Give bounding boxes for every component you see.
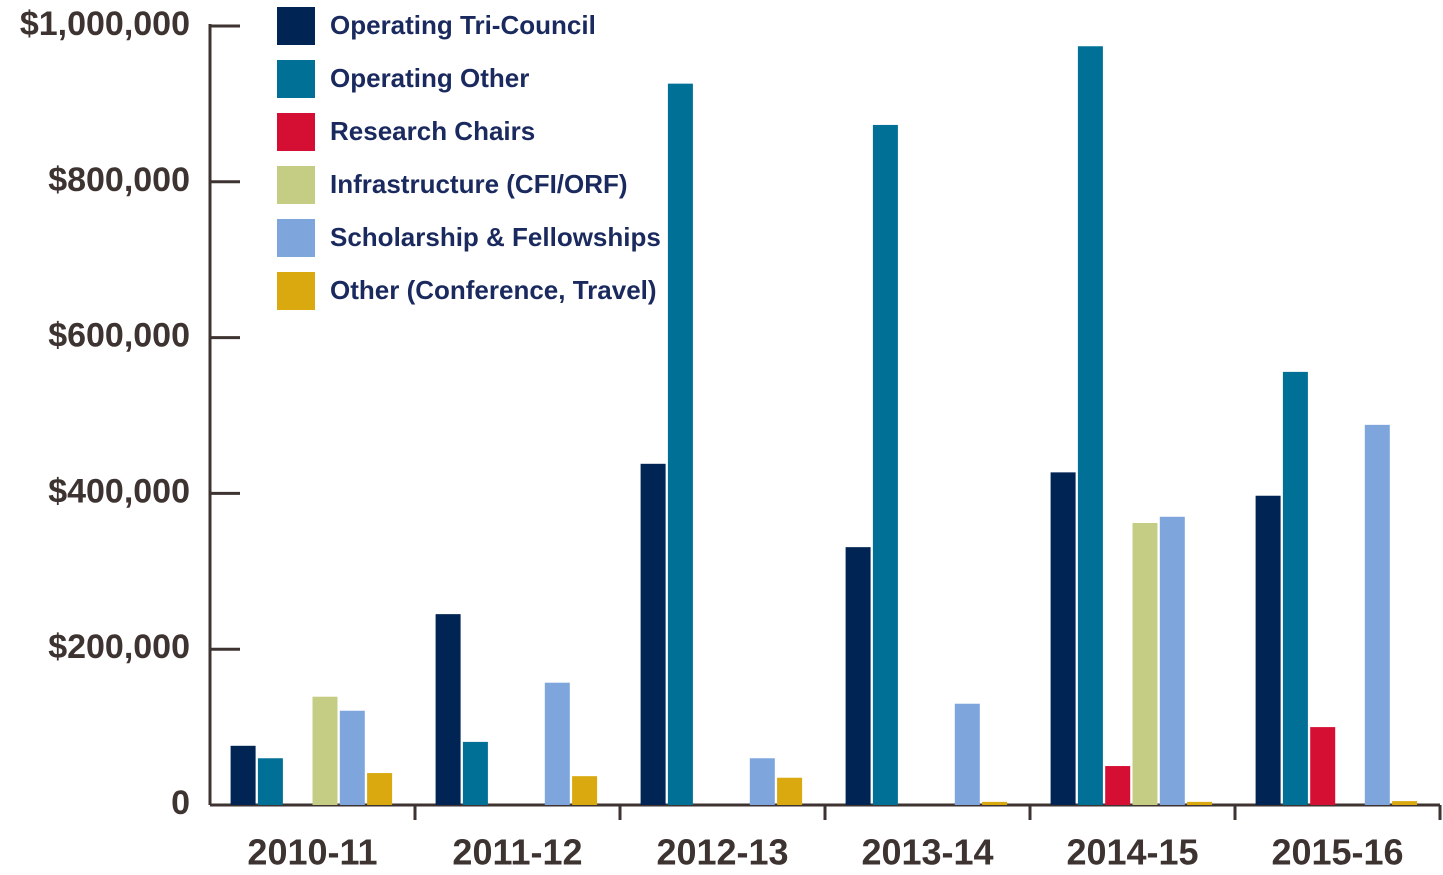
legend-swatch	[277, 219, 315, 257]
bar	[1159, 516, 1185, 805]
y-tick-label: $800,000	[48, 161, 190, 199]
bar	[982, 801, 1008, 805]
bar	[1050, 472, 1076, 805]
legend-swatch	[277, 113, 315, 151]
bar	[749, 758, 775, 805]
legend-label: Research Chairs	[330, 116, 535, 146]
legend-swatch	[277, 7, 315, 45]
x-tick-label: 2015-16	[1271, 832, 1403, 873]
legend-label: Infrastructure (CFI/ORF)	[330, 169, 628, 199]
bar	[845, 547, 871, 805]
bar	[1187, 801, 1213, 805]
legend-label: Other (Conference, Travel)	[330, 275, 657, 305]
bar	[1077, 46, 1103, 805]
bar	[1255, 495, 1281, 805]
bar	[1364, 424, 1390, 805]
y-tick-label: 0	[171, 784, 190, 822]
y-tick-label: $400,000	[48, 472, 190, 510]
x-tick-label: 2011-12	[452, 832, 582, 873]
bar	[572, 776, 598, 805]
bar	[544, 682, 570, 805]
x-tick-label: 2012-13	[656, 832, 788, 873]
bar	[462, 741, 488, 805]
bar	[777, 777, 803, 805]
y-tick-label: $1,000,000	[20, 5, 190, 43]
bar	[1132, 523, 1158, 805]
x-tick-label: 2013-14	[861, 832, 993, 873]
bar	[312, 696, 338, 805]
bar	[230, 745, 256, 805]
y-tick-label: $200,000	[48, 628, 190, 666]
x-tick-label: 2014-15	[1066, 832, 1198, 873]
bar	[667, 83, 693, 805]
bar	[339, 710, 365, 805]
bar	[872, 124, 898, 806]
legend-label: Operating Other	[330, 63, 529, 93]
bar	[1392, 801, 1418, 805]
legend-label: Scholarship & Fellowships	[330, 222, 661, 252]
bar	[257, 758, 283, 805]
bar	[954, 703, 980, 805]
bar	[1310, 727, 1336, 805]
legend-swatch	[277, 60, 315, 98]
legend-swatch	[277, 166, 315, 204]
bar	[367, 773, 393, 805]
bar	[1282, 371, 1308, 805]
y-tick-label: $600,000	[48, 317, 190, 355]
bar	[1105, 766, 1131, 805]
x-tick-label: 2010-11	[247, 832, 377, 873]
bar	[640, 463, 666, 805]
bar	[435, 614, 461, 805]
legend-swatch	[277, 272, 315, 310]
legend-label: Operating Tri-Council	[330, 10, 596, 40]
